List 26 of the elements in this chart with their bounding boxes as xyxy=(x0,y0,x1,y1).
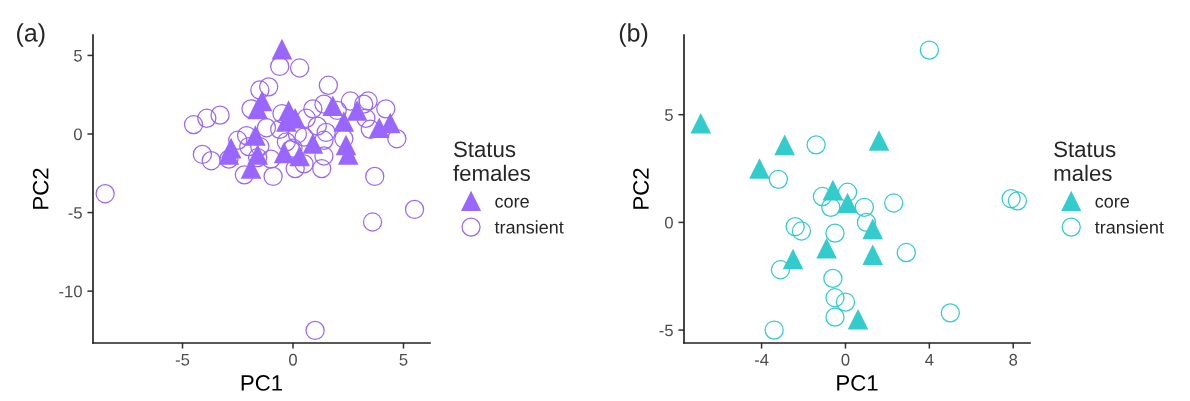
x-tick-label: 0 xyxy=(289,353,297,366)
y-tick-label: 5 xyxy=(73,50,82,62)
y-tick-label: -5 xyxy=(659,324,673,337)
y-axis-title: PC2 xyxy=(633,168,649,209)
legend-label: transient xyxy=(494,220,564,234)
x-tick-label: 4 xyxy=(925,354,934,366)
y-tick-label: 0 xyxy=(73,128,82,141)
chart-title: (a) xyxy=(17,23,45,47)
y-tick-label: 5 xyxy=(664,109,673,121)
y-tick-label: 0 xyxy=(664,216,673,229)
y-axis-title: PC2 xyxy=(32,168,49,209)
x-tick-label: 5 xyxy=(399,354,408,366)
y-tick-label: -10 xyxy=(59,285,82,298)
x-axis-title: PC1 xyxy=(241,375,283,391)
legend-label: transient xyxy=(1094,220,1164,234)
x-axis-title: PC1 xyxy=(837,375,878,391)
x-tick-label: 8 xyxy=(1009,353,1018,366)
legend-title: Status males xyxy=(1054,141,1116,182)
x-tick-label: 0 xyxy=(841,353,850,366)
legend-title: Status females xyxy=(453,141,530,182)
x-tick-label: -5 xyxy=(175,354,190,366)
legend-label: core xyxy=(495,197,529,208)
x-tick-label: -4 xyxy=(754,354,769,366)
legend-label: core xyxy=(1095,197,1130,208)
chart-title: (b) xyxy=(619,23,648,47)
y-tick-label: -5 xyxy=(68,207,82,219)
